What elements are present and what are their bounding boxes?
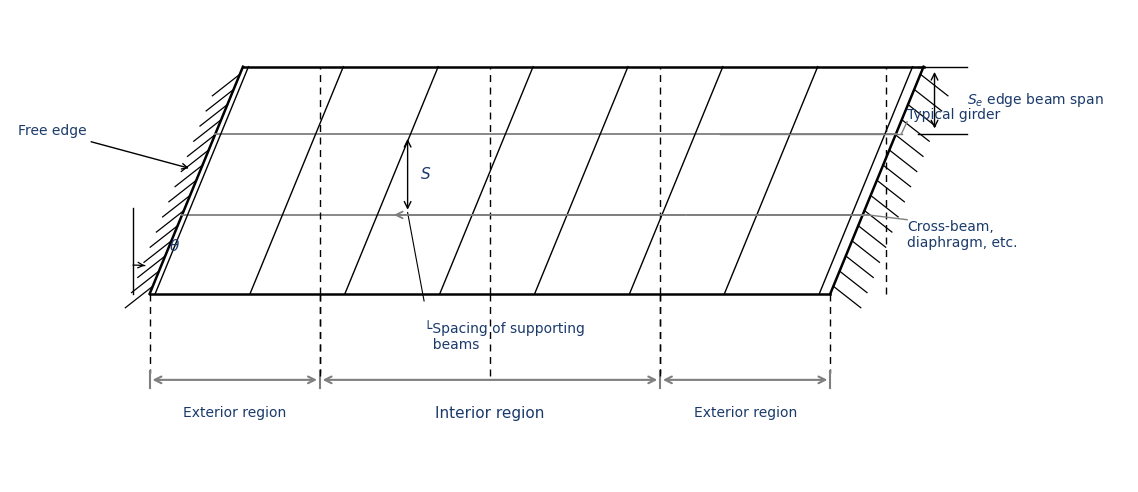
Text: Interior region: Interior region <box>435 406 545 421</box>
Text: Cross-beam,
diaphragm, etc.: Cross-beam, diaphragm, etc. <box>907 220 1017 250</box>
Text: └Spacing of supporting
  beams: └Spacing of supporting beams <box>424 320 585 352</box>
Text: S: S <box>421 167 430 182</box>
Text: Typical girder: Typical girder <box>907 108 1000 122</box>
Text: Free edge: Free edge <box>18 124 188 169</box>
Text: $\theta$: $\theta$ <box>170 238 181 254</box>
Text: Exterior region: Exterior region <box>183 406 287 420</box>
Text: Exterior region: Exterior region <box>693 406 797 420</box>
Text: $S_e$ edge beam span: $S_e$ edge beam span <box>967 91 1104 109</box>
